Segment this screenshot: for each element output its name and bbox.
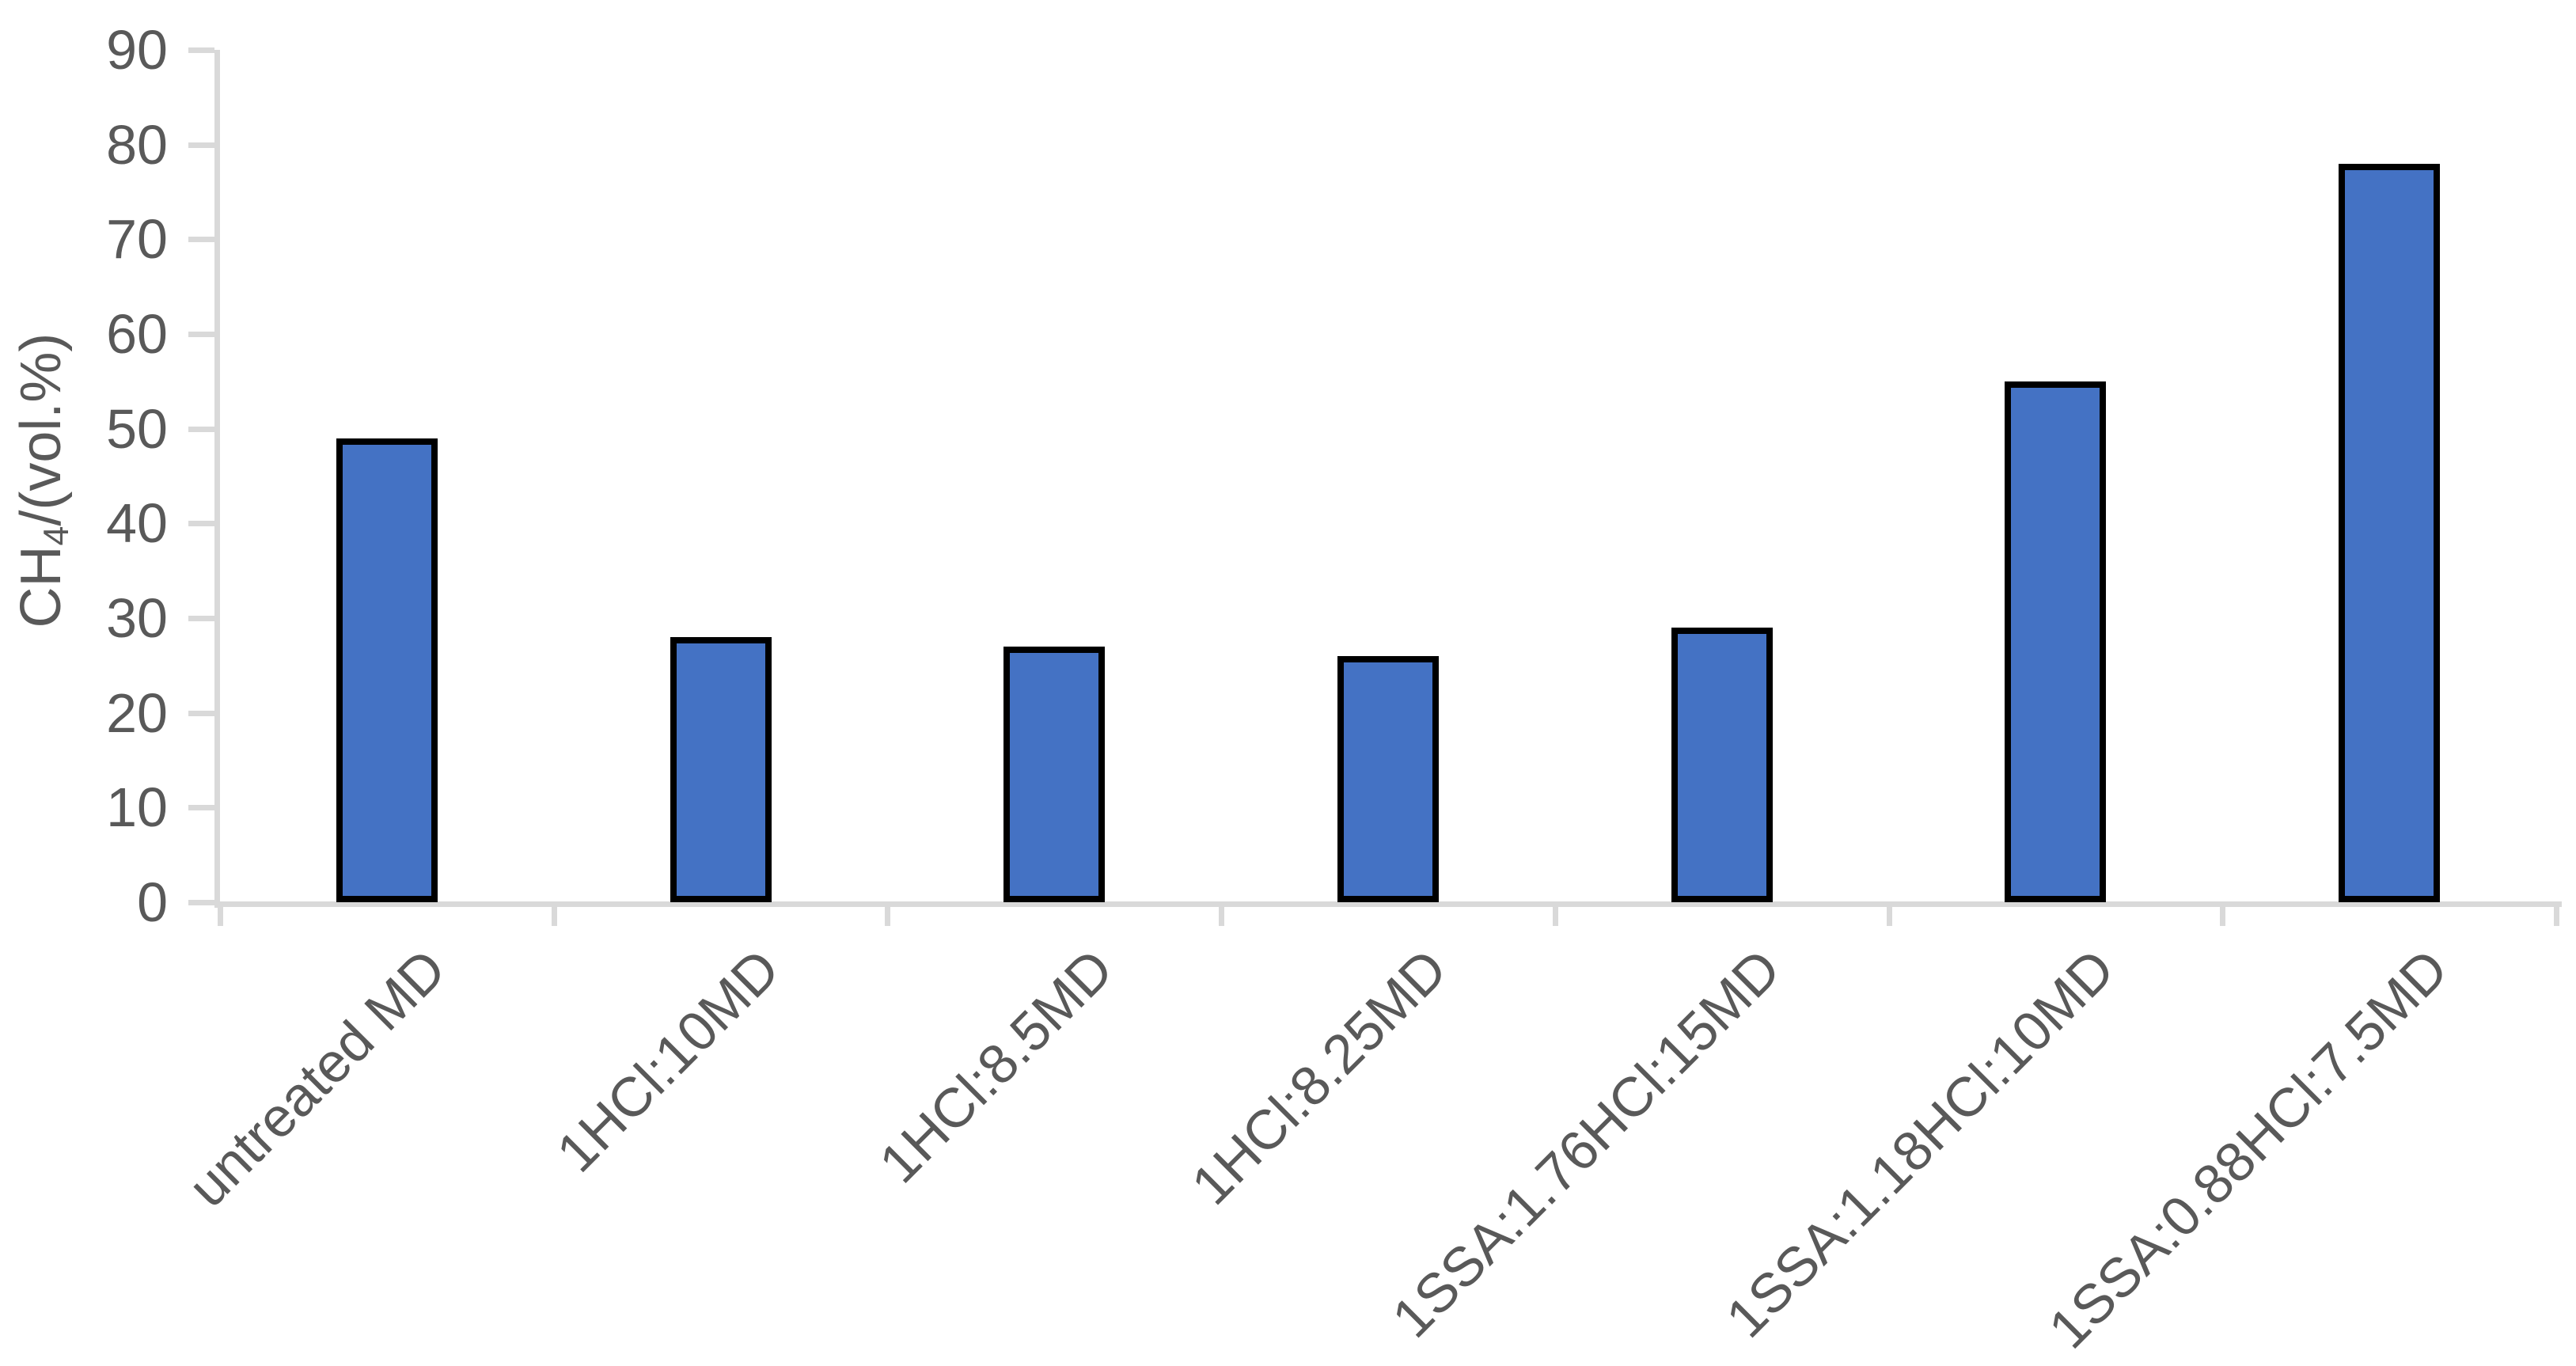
y-axis-tick [188,521,214,527]
y-axis-tick [188,47,214,53]
x-axis-tick [2220,902,2226,926]
y-tick-label: 10 [106,776,168,839]
bar-6 [2005,381,2106,902]
y-tick-label: 30 [106,587,168,649]
bar-4 [1337,656,1439,902]
x-category-label-6: 1SSA:1.18HCl:10MD [1714,937,2126,1349]
y-axis-line [214,50,220,908]
y-axis-tick [188,332,214,337]
x-category-label-1: untreated MD [176,937,457,1219]
x-category-label-3: 1HCl:8.5MD [867,937,1125,1195]
y-axis-tick [188,237,214,243]
y-axis-tick [188,805,214,811]
x-axis-tick [885,902,891,926]
x-axis-line [214,901,2562,907]
bar-2 [670,637,772,902]
y-axis-tick [188,426,214,432]
x-axis-tick [218,902,223,926]
y-tick-label: 60 [106,303,168,365]
y-tick-label: 40 [106,492,168,555]
x-category-label-5: 1SSA:1.76HCl:15MD [1380,937,1793,1349]
y-tick-label: 80 [106,113,168,176]
y-tick-label: 20 [106,681,168,744]
y-tick-label: 90 [106,19,168,81]
y-axis-tick [188,710,214,716]
x-axis-tick [2554,902,2559,926]
x-axis-tick [1552,902,1558,926]
y-axis-tick [188,142,214,148]
y-tick-label: 50 [106,397,168,460]
y-axis-tick [188,900,214,905]
x-axis-tick [551,902,557,926]
bar-1 [336,438,438,902]
y-axis-tick [188,616,214,621]
y-tick-label: 70 [106,208,168,271]
x-category-label-2: 1HCl:10MD [544,937,791,1184]
bar-7 [2339,164,2440,902]
x-axis-tick [1219,902,1225,926]
x-axis-tick [1886,902,1892,926]
bar-3 [1003,647,1105,902]
x-category-label-4: 1HCl:8.25MD [1179,937,1459,1216]
bar-5 [1671,628,1773,902]
y-tick-label: 0 [137,871,168,933]
